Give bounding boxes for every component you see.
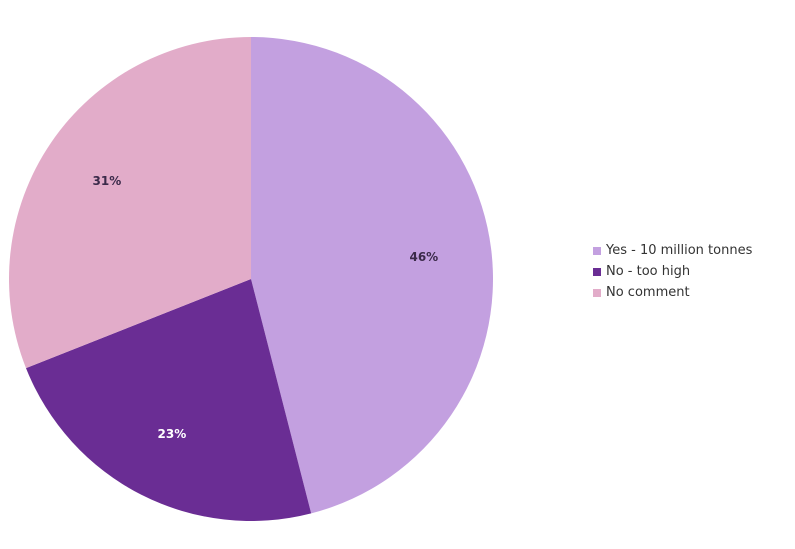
label-yes: 46% — [409, 250, 438, 264]
legend-swatch-no — [593, 267, 601, 276]
slice-no — [25, 279, 312, 521]
slice-no-comment — [9, 37, 252, 369]
legend-label-yes: Yes - 10 million tonnes — [606, 243, 753, 258]
label-no-comment: 31% — [93, 174, 122, 188]
legend-item-no: No - too high — [593, 261, 793, 282]
legend-swatch-yes — [593, 246, 601, 255]
slice-yes — [251, 37, 493, 514]
pie-data-labels: 46% 23% 31% — [93, 174, 439, 441]
legend: Yes - 10 million tonnes No - too high No… — [593, 240, 793, 303]
label-no: 23% — [158, 427, 187, 441]
legend-label-no: No - too high — [606, 264, 691, 279]
legend-swatch-no-comment — [593, 288, 601, 297]
legend-item-yes: Yes - 10 million tonnes — [593, 240, 793, 261]
pie-slices — [9, 37, 493, 521]
legend-item-no-comment: No comment — [593, 282, 793, 303]
legend-label-no-comment: No comment — [606, 285, 690, 300]
